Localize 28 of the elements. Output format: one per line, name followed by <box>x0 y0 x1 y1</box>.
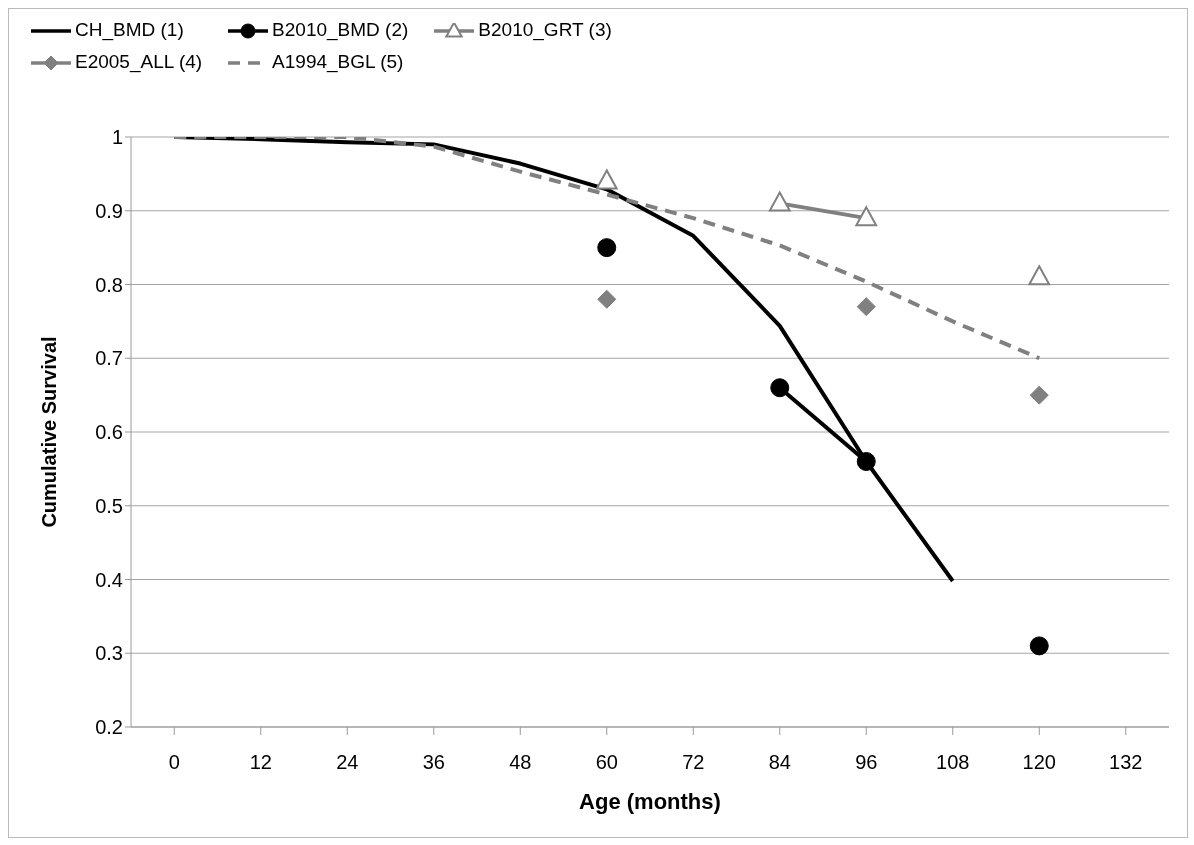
x-tick-label: 132 <box>1109 751 1143 774</box>
x-axis-title: Age (months) <box>579 789 721 814</box>
legend-label: A1994_BGL (5) <box>272 51 404 72</box>
y-axis-title: Cumulative Survival <box>38 336 61 528</box>
y-tick-label: 0.6 <box>95 421 123 444</box>
y-tick-label: 0.7 <box>95 347 123 370</box>
x-tick-label: 96 <box>855 751 878 774</box>
y-tick-label: 0.8 <box>95 273 123 296</box>
x-tick-label: 120 <box>1022 751 1056 774</box>
legend-label: CH_BMD (1) <box>75 19 184 40</box>
y-tick-label: 0.3 <box>95 642 123 665</box>
x-tick-label: 36 <box>422 751 445 774</box>
x-tick-label: 24 <box>336 751 359 774</box>
y-tick-label: 1 <box>111 126 123 149</box>
x-tick-label: 108 <box>936 751 970 774</box>
legend-label: B2010_GRT (3) <box>478 19 612 40</box>
legend-label: E2005_ALL (4) <box>75 51 203 72</box>
y-tick-label: 0.9 <box>95 199 123 222</box>
x-tick-label: 0 <box>168 751 180 774</box>
y-tick-label: 0.5 <box>95 494 123 517</box>
legend-label: B2010_BMD (2) <box>272 19 409 40</box>
x-tick-label: 72 <box>682 751 705 774</box>
x-tick-label: 48 <box>509 751 532 774</box>
y-tick-label: 0.2 <box>95 716 123 739</box>
x-tick-label: 84 <box>768 751 791 774</box>
x-tick-label: 12 <box>249 751 272 774</box>
x-tick-label: 60 <box>595 751 618 774</box>
y-tick-label: 0.4 <box>95 568 123 591</box>
